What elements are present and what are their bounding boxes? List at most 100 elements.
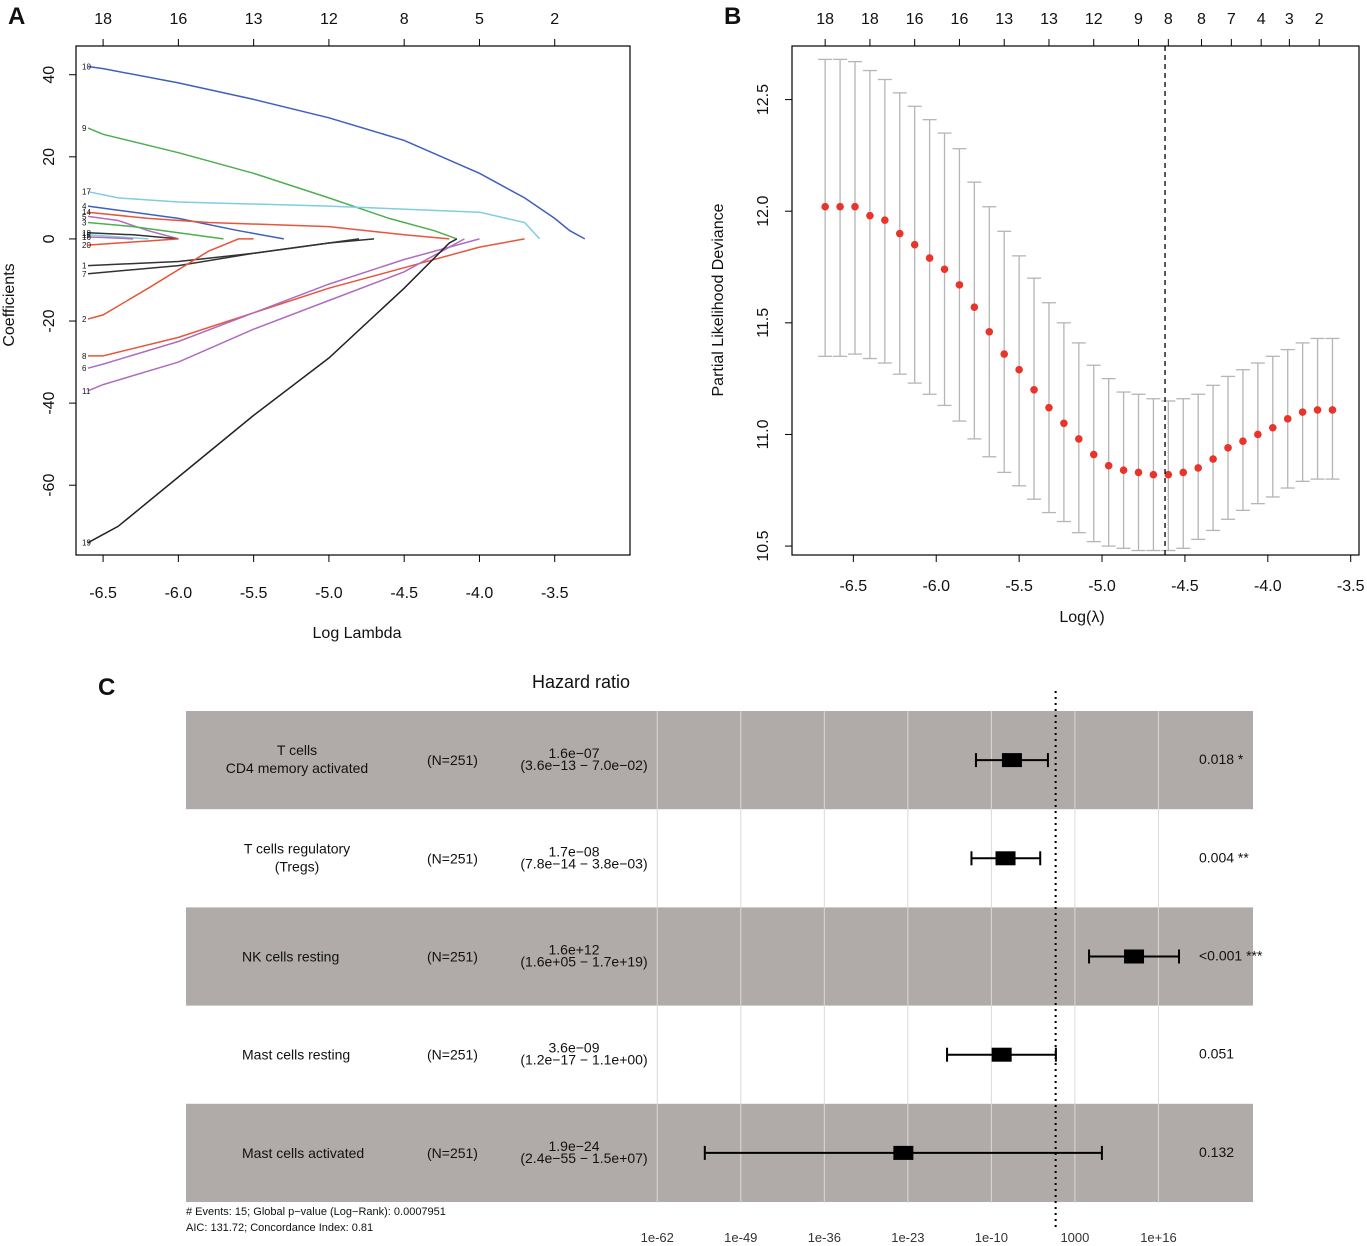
panel-a-series-line-11: [87, 238, 465, 392]
panel-b-x-tick-label: -4.0: [1254, 578, 1282, 595]
panel-b-x-axis-label: Log(λ): [1059, 609, 1104, 626]
panel-a-top-tick-label: 8: [400, 11, 409, 28]
panel-b-point: [821, 202, 829, 211]
panel-b-point: [1060, 419, 1068, 428]
panel-a-series-label-20: 20: [82, 241, 91, 250]
panel-c-row-label: Mast cells resting: [242, 1047, 350, 1063]
panel-b-point: [1149, 470, 1158, 479]
panel-c-row-hr: 1.9e−24: [549, 1138, 600, 1154]
panel-a-series-label-6: 6: [82, 364, 87, 373]
panel-a-series-label-11: 11: [82, 387, 91, 396]
panel-b-x-tick-label: -6.0: [922, 578, 950, 595]
panel-a-y-tick-label: 40: [41, 66, 58, 84]
panel-b-x-tick-label: -5.5: [1005, 578, 1033, 595]
panel-a-x-tick-label: -4.0: [466, 585, 494, 602]
panel-c-title: Hazard ratio: [532, 672, 630, 692]
panel-b-point: [866, 211, 874, 220]
panel-a-series-label-15: 15: [82, 231, 91, 240]
panel-a-series-line-15: [87, 234, 149, 240]
panel-a-series-line-20: [87, 238, 179, 246]
panel-a-series-label-3: 3: [82, 219, 87, 228]
panel-b-top-tick-label: 9: [1134, 11, 1143, 28]
panel-a-y-tick-label: -40: [41, 391, 58, 414]
panel-label-a: A: [8, 3, 25, 30]
panel-c-row-label-line2: CD4 memory activated: [226, 760, 368, 776]
panel-b-top-tick-label: 2: [1315, 11, 1324, 28]
panel-b-y-tick-label: 12.0: [755, 196, 772, 227]
panel-a-x-tick-label: -6.0: [165, 585, 193, 602]
panel-a-y-tick-label: 0: [41, 234, 58, 243]
panel-a-series-label-10: 10: [82, 63, 91, 72]
panel-a-series-line-19: [87, 238, 458, 544]
panel-b-y-tick-label: 11.0: [755, 419, 772, 449]
panel-label-b: B: [724, 3, 741, 30]
panel-a-series-line-8: [88, 238, 525, 357]
panel-b-x-ticks: -6.5 -6.0 -5.5 -5.0 -4.5 -4.0 -3.5: [840, 555, 1365, 595]
panel-a-series-label-8: 8: [82, 352, 87, 361]
panel-a-series-label-9: 9: [82, 124, 87, 133]
panel-b-point: [1000, 350, 1009, 358]
panel-a-series-label-19: 19: [82, 539, 91, 548]
panel-c-footnote-aic: AIC: 131.72; Concordance Index: 0.81: [186, 1222, 373, 1234]
panel-b-point: [1164, 470, 1173, 479]
panel-c-row: T cells CD4 memory activated (N=251) 1.6e−0…: [226, 742, 1244, 776]
panel-c-x-tick-label: 1e-49: [724, 1230, 757, 1245]
panel-b-cross-validation: -6.5 -6.0 -5.5 -5.0 -4.5 -4.0 -3.5 10.5 11.0 11.…: [710, 11, 1365, 626]
panel-c-hr-marker: [1001, 753, 1022, 768]
panel-c-row-label: T cells: [277, 742, 317, 758]
panel-b-x-tick-label: -3.5: [1337, 578, 1365, 595]
panel-c-row-pvalue: 0.018 *: [1199, 751, 1244, 767]
panel-c-row: T cells regulatory (Tregs) (N=251) 1.7e−08(…: [244, 840, 1250, 874]
panel-a-y-tick-label: -60: [41, 474, 58, 497]
panel-b-top-tick-label: 16: [906, 11, 924, 28]
panel-b-point: [1119, 466, 1128, 474]
panel-a-top-tick-label: 18: [94, 11, 112, 28]
panel-a-series-line-7: [87, 238, 375, 275]
panel-c-row: Mast cells resting (N=251) 3.6e−09(1.2e−17…: [242, 1040, 1234, 1068]
panel-c-x-tick-label: 1e-23: [891, 1230, 924, 1245]
panel-b-points: [821, 202, 1337, 479]
panel-b-y-axis-label: Partial Likelihood Deviance: [710, 203, 727, 396]
panel-c-row-ci: (3.6e−13 − 7.0e−02): [520, 757, 647, 773]
panel-c-row-hr: 1.7e−08: [549, 843, 600, 859]
panel-b-point: [1224, 444, 1232, 452]
panel-a-x-tick-label: -5.5: [240, 585, 268, 602]
panel-c-hr-marker: [1124, 949, 1145, 964]
panel-b-top-tick-label: 8: [1197, 11, 1206, 28]
panel-a-plot-frame: [75, 45, 631, 556]
panel-a-series-line-6: [87, 238, 480, 369]
panel-c-row-hr: 1.6e−07: [549, 745, 600, 761]
panel-a-top-tick-label: 16: [169, 11, 187, 28]
panel-c-x-ticks: 1e-62 1e-49 1e-36 1e-23 1e-10 1000 1e+16: [641, 1230, 1177, 1245]
panel-b-y-ticks: 10.5 11.0 11.5 12.0 12.5: [755, 84, 792, 562]
panel-label-c: C: [98, 674, 115, 701]
panel-b-point: [1015, 365, 1023, 374]
panel-a-series-label-17: 17: [82, 188, 91, 197]
panel-c-row-n: (N=251): [427, 1047, 478, 1063]
panel-a-series-label-14: 14: [82, 208, 91, 217]
panel-b-point: [1254, 430, 1262, 439]
panel-b-top-tick-label: 4: [1257, 11, 1266, 28]
panel-b-point: [881, 216, 889, 224]
panel-a-series-label-1: 1: [82, 262, 87, 271]
panel-a-series-line-9: [87, 127, 458, 240]
panel-b-top-tick-label: 8: [1164, 11, 1173, 28]
panel-c-gridlines: [656, 711, 1159, 1203]
panel-b-point: [940, 265, 949, 274]
panel-a-y-ticks: -60 -40 -20 0 20 40: [41, 66, 76, 497]
panel-c-row-pvalue: <0.001 ***: [1199, 948, 1263, 964]
panel-c-hr-marker: [893, 1145, 914, 1160]
panel-b-x-tick-label: -4.5: [1171, 578, 1199, 595]
panel-a-series-line-18: [87, 232, 179, 240]
panel-c-row-ci: (2.4e−55 − 1.5e+07): [520, 1150, 647, 1166]
panel-b-top-tick-label: 18: [861, 11, 879, 28]
panel-b-y-tick-label: 10.5: [755, 530, 772, 561]
panel-b-top-tick-label: 18: [816, 11, 834, 28]
panel-a-series-line-16: [87, 236, 134, 240]
panel-a-x-tick-label: -6.5: [89, 585, 117, 602]
panel-c-row-n: (N=251): [427, 949, 478, 965]
panel-c-x-tick-label: 1e-36: [808, 1230, 841, 1245]
panel-c-row-label-line2: (Tregs): [275, 858, 320, 874]
panel-c-x-tick-label: 1e+16: [1140, 1230, 1177, 1245]
